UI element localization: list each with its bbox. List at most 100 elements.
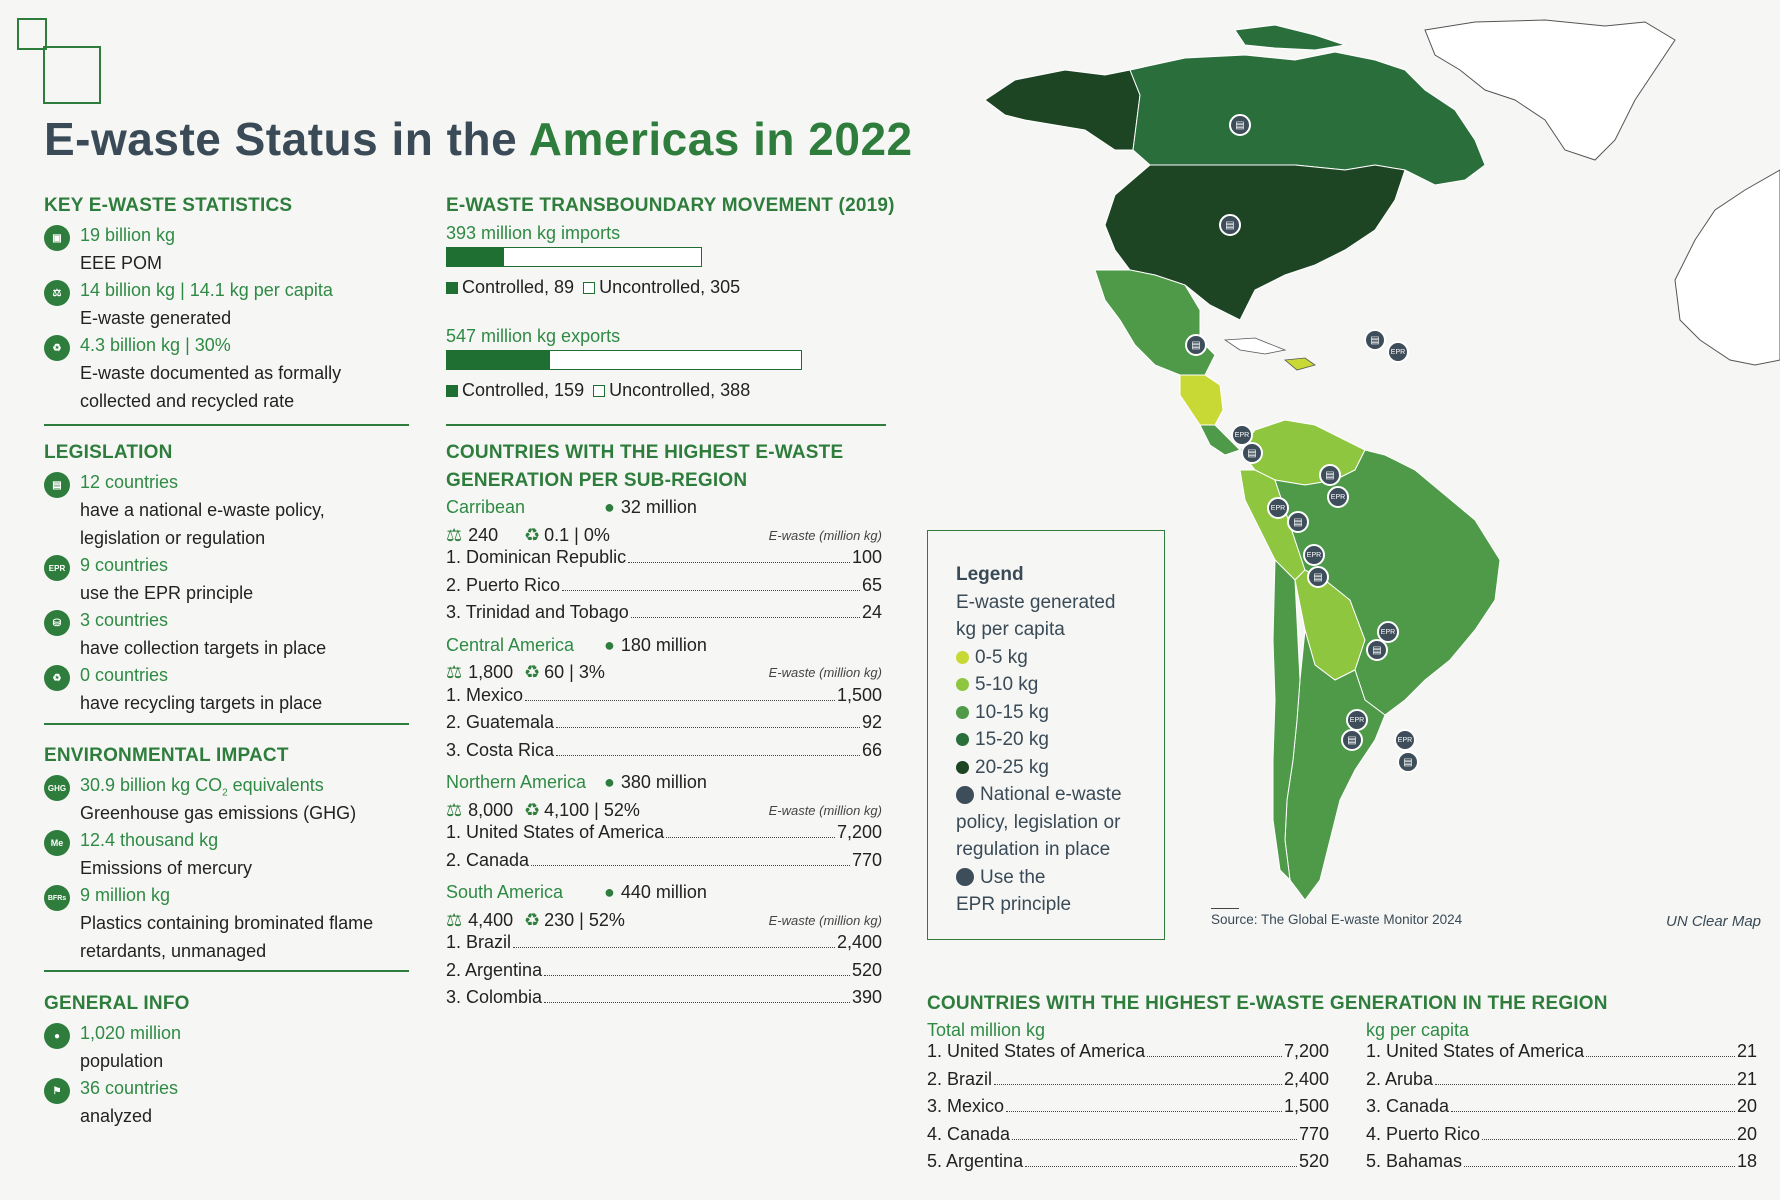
subregion-title-row: Carribean ● 32 million: [446, 492, 882, 520]
region-per-capita-column: kg per capita 1. United States of Americ…: [1366, 1020, 1757, 1179]
country-value: 520: [851, 959, 882, 980]
legend-epr-line1: Use the: [980, 866, 1046, 888]
region-total-label: Total million kg: [927, 1020, 1046, 1040]
subregion-stats-row: ⚖ 240 ♻ 0.1 | 0% E-waste (million kg): [446, 520, 882, 548]
country-value: 7,200: [1283, 1041, 1329, 1061]
region-total-rows: 1. United States of America 7,200 2. Brazi…: [927, 1041, 1329, 1179]
exports-controlled-fill: [447, 351, 550, 369]
env-ghg-value: 30.9 billion kg CO2 equivalents: [80, 775, 324, 799]
legend-sub1: E-waste generated: [956, 591, 1116, 613]
leader-dots: [1006, 1111, 1282, 1112]
generated-value: 1,800: [468, 662, 514, 682]
leader-dots: [628, 562, 850, 563]
legislation-recycling-value: 0 countries: [80, 665, 169, 685]
epr-icon: [956, 868, 974, 887]
leader-dots: [994, 1083, 1282, 1085]
legend-class-label: 20-25 kg: [975, 756, 1049, 778]
environment-section: ENVIRONMENTAL IMPACT GHG 30.9 billion kg…: [44, 745, 409, 967]
general-countries-desc: analyzed: [80, 1106, 153, 1126]
legend-epr-line2: EPR principle: [956, 894, 1072, 915]
country-value: 20: [1736, 1123, 1757, 1144]
leader-dots: [513, 947, 835, 948]
subregion-collected: ♻ 60 | 3%: [524, 662, 605, 683]
legislation-policy-desc2: legislation or regulation: [80, 528, 266, 548]
policy-pin-icon: ▤: [1341, 729, 1363, 751]
epr-pin-icon: EPR: [1267, 497, 1289, 519]
unit-label: E-waste (million kg): [768, 802, 882, 818]
list-item: 3. Costa Rica 66: [446, 740, 882, 768]
subregion-title-row: Northern America ● 380 million: [446, 767, 882, 795]
leader-dots: [1435, 1083, 1735, 1085]
africa-outline: [1674, 169, 1780, 366]
brazil: [1274, 449, 1501, 716]
region-per-capita-rows: 1. United States of America 21 2. Aruba 21 3…: [1366, 1041, 1757, 1179]
env-ghg-value-rest: equivalents: [227, 775, 324, 795]
leader-dots: [556, 727, 860, 728]
country-name: 3. Trinidad and Tobago: [446, 602, 629, 622]
general-countries-value: 36 countries: [80, 1078, 179, 1098]
subregion-title-row: Central America ● 180 million: [446, 630, 882, 658]
collected-value: 4,100 | 52%: [544, 799, 640, 820]
stat-collected-desc: E-waste documented as formally: [80, 363, 342, 383]
legend-color-swatch: [956, 650, 969, 664]
generated-value: 4,400: [468, 909, 514, 930]
general-header: GENERAL INFO: [44, 993, 190, 1014]
list-item: 3. Mexico 1,500: [927, 1096, 1329, 1124]
unit-label: E-waste (million kg): [768, 665, 882, 680]
list-item: 5. Argentina 520: [927, 1151, 1329, 1179]
epr-pin-icon: EPR: [1327, 486, 1349, 508]
subregion-generated: ⚖ 1,800: [446, 662, 513, 683]
env-bfrs-desc2: retardants, unmanaged: [80, 941, 267, 961]
collected-value: 0.1 | 0%: [544, 524, 610, 545]
country-value: 24: [861, 602, 882, 622]
general-section: GENERAL INFO ● 1,020 million population …: [44, 993, 409, 1135]
leader-dots: [525, 699, 835, 701]
leader-dots: [1147, 1056, 1282, 1057]
exports-controlled-label: Controlled, 159: [462, 380, 585, 400]
leader-dots: [666, 837, 835, 838]
region-top-header: COUNTRIES WITH THE HIGHEST E-WASTE GENER…: [927, 993, 1608, 1014]
list-item: 4. Puerto Rico 20: [1366, 1124, 1757, 1152]
env-mercury-value: 12.4 thousand kg: [80, 830, 219, 850]
policy-pin-icon: ▤: [1307, 566, 1329, 588]
legend-class: 20-25 kg: [956, 754, 1164, 782]
list-item: 3. Trinidad and Tobago 24: [446, 602, 882, 630]
scale-icon: ⚖: [446, 799, 463, 820]
general-population-desc: population: [80, 1051, 164, 1071]
exports-uncontrolled-label: Uncontrolled, 388: [609, 380, 751, 400]
subregion-header-line2: GENERATION PER SUB-REGION: [446, 470, 748, 491]
legislation-epr-desc: use the EPR principle: [80, 583, 254, 603]
policy-icon: ▤: [44, 472, 70, 498]
alaska: [984, 69, 1141, 151]
legislation-policy-value: 12 countries: [80, 472, 179, 492]
subregion-header-line1: COUNTRIES WITH THE HIGHEST E-WASTE: [446, 442, 844, 463]
list-item: 5. Bahamas 18: [1366, 1151, 1757, 1179]
legend-color-swatch: [956, 760, 969, 774]
uncontrolled-swatch: [593, 385, 606, 398]
recycle-icon: ♻: [524, 524, 541, 545]
title-part1: E-waste Status in the: [44, 113, 529, 165]
americas-map: [984, 19, 1780, 901]
country-value: 390: [851, 987, 882, 1007]
imports-bar: [446, 247, 702, 267]
person-icon: ●: [604, 497, 615, 517]
country-value: 21: [1736, 1041, 1757, 1061]
arctic-islands: [1234, 24, 1346, 51]
country-name: 3. Mexico: [927, 1096, 1005, 1116]
legend-policy-line3: regulation in place: [956, 839, 1111, 860]
country-name: 2. Brazil: [927, 1068, 993, 1089]
page-title: E-waste Status in the Americas in 2022: [44, 112, 913, 166]
env-ghg-sub: 2: [222, 787, 228, 799]
imports-label: 393 million kg imports: [446, 223, 621, 243]
bfrs-icon: BFRs: [44, 885, 70, 911]
legend-class: 5-10 kg: [956, 671, 1164, 699]
imports-controlled-label: Controlled, 89: [462, 277, 575, 297]
stat-eee-value: 19 billion kg: [80, 225, 176, 245]
recycle-icon: ♻: [44, 665, 70, 691]
list-item: 2. Argentina 520: [446, 960, 882, 988]
legislation-recycling-desc: have recycling targets in place: [80, 693, 323, 713]
source-rule: [1211, 908, 1239, 909]
leader-dots: [1586, 1056, 1735, 1057]
country-name: 2. Argentina: [446, 959, 543, 980]
policy-pin-icon: ▤: [1219, 214, 1241, 236]
